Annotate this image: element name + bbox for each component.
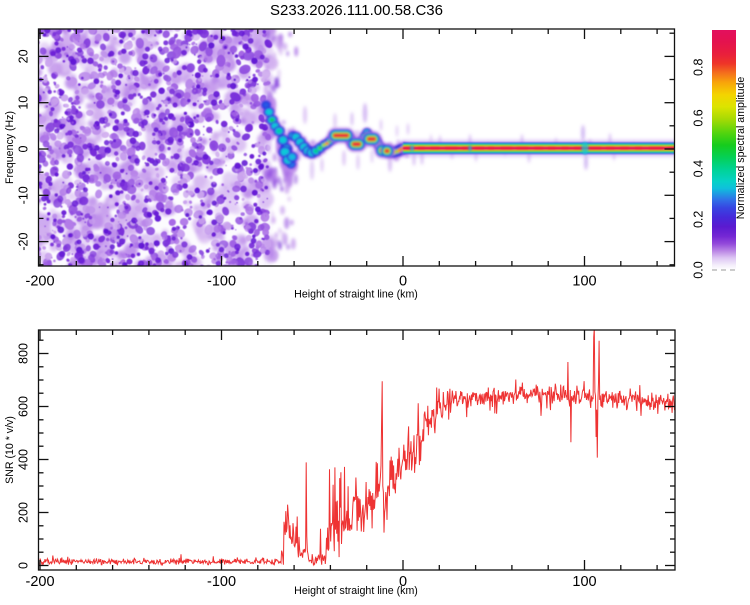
svg-text:-20: -20 xyxy=(17,233,31,251)
svg-text:10: 10 xyxy=(17,96,31,110)
svg-text:0: 0 xyxy=(399,273,407,289)
svg-text:-100: -100 xyxy=(207,574,236,590)
svg-text:SNR (10 * v/v): SNR (10 * v/v) xyxy=(4,416,16,484)
svg-text:0: 0 xyxy=(17,145,31,152)
svg-text:-100: -100 xyxy=(207,273,236,289)
svg-text:S233.2026.111.00.58.C36: S233.2026.111.00.58.C36 xyxy=(270,2,443,19)
svg-text:100: 100 xyxy=(572,574,596,590)
svg-text:0.0: 0.0 xyxy=(692,261,706,278)
svg-text:800: 800 xyxy=(17,343,31,364)
svg-text:0: 0 xyxy=(17,562,31,569)
svg-text:100: 100 xyxy=(572,273,596,289)
svg-text:0: 0 xyxy=(399,574,407,590)
svg-text:0.4: 0.4 xyxy=(692,160,706,177)
svg-text:200: 200 xyxy=(17,502,31,523)
svg-text:400: 400 xyxy=(17,449,31,470)
svg-text:Height of straight line (km): Height of straight line (km) xyxy=(294,289,418,301)
svg-text:600: 600 xyxy=(17,396,31,417)
svg-text:-10: -10 xyxy=(17,186,31,204)
svg-text:-200: -200 xyxy=(25,574,54,590)
svg-text:Height of straight line (km): Height of straight line (km) xyxy=(294,585,418,597)
svg-text:0.8: 0.8 xyxy=(692,59,706,76)
svg-text:20: 20 xyxy=(17,49,31,63)
svg-text:-200: -200 xyxy=(25,273,54,289)
svg-text:Frequency (Hz): Frequency (Hz) xyxy=(4,111,16,184)
svg-text:Normalized spectral amplitude: Normalized spectral amplitude xyxy=(735,77,747,220)
svg-text:0.6: 0.6 xyxy=(692,109,706,126)
svg-text:0.2: 0.2 xyxy=(692,211,706,228)
